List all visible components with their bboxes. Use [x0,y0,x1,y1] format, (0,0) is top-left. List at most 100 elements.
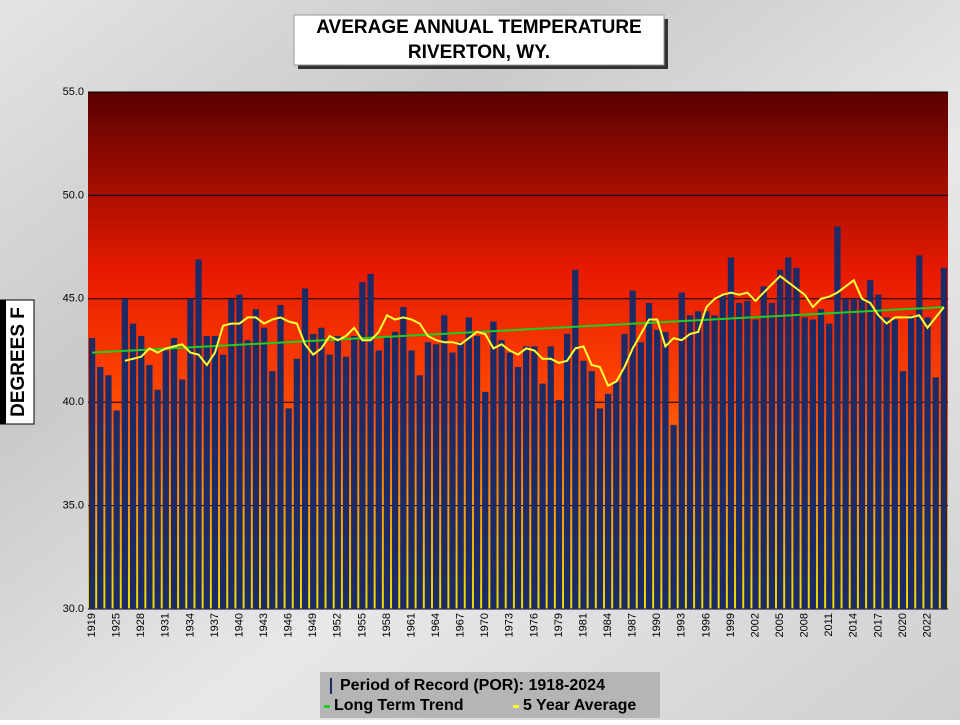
bar [940,267,948,609]
bar [596,408,604,609]
x-tick-label: 2002 [749,613,761,637]
y-tick-label: 55.0 [63,86,84,98]
bar [539,383,546,609]
bar [785,257,792,609]
bar [809,319,816,609]
x-tick-label: 1919 [86,613,98,637]
bar [736,302,743,609]
bar [645,302,653,609]
x-tick-label: 1973 [504,613,516,637]
x-tick-label: 1990 [651,613,663,637]
bar [105,375,112,609]
x-tick-label: 1931 [160,613,172,637]
x-tick-label: 1993 [676,613,688,637]
bar [408,350,415,609]
bar [146,364,153,609]
bar [547,346,554,609]
x-tick-label: 1958 [381,613,393,637]
chart-subtitle: RIVERTON, WY. [408,42,550,63]
bar [88,338,96,609]
bar [695,311,702,609]
bar [138,336,145,609]
bar [162,350,169,609]
x-tick-label: 1981 [577,613,589,637]
bar [719,294,726,609]
bar [555,400,563,609]
bar [498,340,505,609]
x-tick-label: 1979 [553,613,565,637]
y-tick-label: 30.0 [63,603,84,615]
bar [334,336,341,609]
bar [244,340,251,609]
bar [850,298,857,609]
chart-title: AVERAGE ANNUAL TEMPERATURE [316,17,641,38]
bar [260,327,268,609]
bar [604,393,612,609]
bar [121,298,128,609]
bar [228,298,235,609]
bar [654,329,661,609]
bar [875,294,882,609]
bar [793,267,800,609]
bar [514,367,522,609]
bar [203,336,210,609]
bar [703,311,710,609]
x-tick-label: 1928 [135,613,147,637]
bar [842,298,849,609]
bar [621,333,628,609]
x-tick-label: 1943 [258,613,270,637]
x-tick-label: 1961 [405,613,417,637]
title-box [293,14,665,66]
bar [129,323,137,609]
bar [867,280,874,609]
bar [473,336,481,609]
bar [908,315,915,609]
bar [768,302,776,609]
x-tick-label: 1937 [209,613,221,637]
legend-swatch [513,705,519,708]
bar [572,269,579,609]
x-tick-label: 2011 [823,613,835,637]
legend-swatch [324,705,330,708]
bar [375,350,382,609]
bar [899,371,907,609]
bar [285,408,292,609]
bar [744,300,751,609]
x-tick-label: 1984 [602,613,614,637]
bar [924,317,931,609]
bar [449,352,456,609]
bar [269,371,276,609]
bar [834,226,841,610]
bar [367,273,374,609]
bar [318,327,325,609]
y-tick-label: 40.0 [63,396,84,408]
bar [441,315,448,609]
bar [727,257,735,609]
bar [97,367,104,609]
bar [482,391,489,609]
bar [310,333,317,609]
bar [760,286,767,609]
x-tick-label: 1940 [233,613,245,637]
bar [277,305,284,609]
bar [662,331,669,609]
x-tick-label: 2022 [921,613,933,637]
bar [580,360,587,609]
bar [670,424,677,609]
bar [776,269,784,609]
bar [211,336,219,609]
bar [195,259,202,609]
line [92,306,944,354]
bar [629,290,636,609]
bar [932,377,939,609]
x-tick-label: 1934 [184,613,196,637]
bar [252,309,260,609]
x-tick-label: 1964 [430,613,442,637]
bar [170,338,178,609]
bar [342,356,350,609]
bar [752,319,759,609]
bar [883,317,890,609]
bar [531,346,538,609]
y-label-bar [0,300,6,424]
